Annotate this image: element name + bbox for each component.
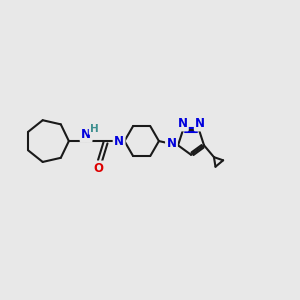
- Text: N: N: [177, 117, 188, 130]
- Text: N: N: [195, 117, 205, 130]
- Text: N: N: [167, 137, 176, 150]
- Text: N: N: [114, 135, 124, 148]
- Text: O: O: [93, 162, 103, 175]
- Text: H: H: [90, 124, 99, 134]
- Text: N: N: [81, 128, 91, 141]
